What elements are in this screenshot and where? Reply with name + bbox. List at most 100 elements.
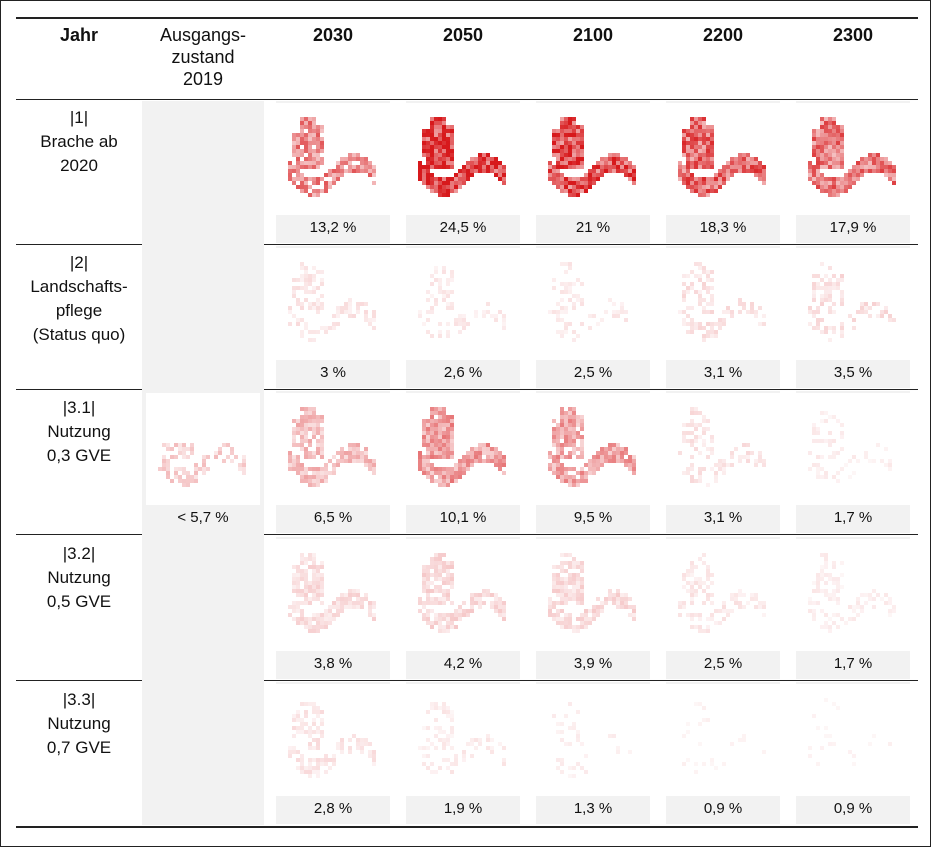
map-3-2-2100-image: [548, 553, 636, 633]
map-2-2050: [406, 248, 520, 360]
value-3-2-2100: 3,9 %: [573, 655, 613, 672]
map-1-2300: [796, 103, 910, 215]
top-rule: [16, 17, 918, 19]
map-3-3-2100-image: [552, 702, 632, 778]
row-label-2-line2: Landschafts-: [30, 277, 128, 296]
value-2-2030: 3 %: [320, 364, 346, 381]
header-year-2300: 2300: [832, 25, 874, 45]
map-3-2-2100: [536, 539, 650, 651]
value-2-2050: 2,6 %: [443, 364, 483, 381]
map-2-2100-image: [548, 262, 628, 342]
value-2-2300: 3,5 %: [833, 364, 873, 381]
row-label-2-code: |2|: [69, 253, 89, 272]
map-3-3-2100: [536, 684, 650, 796]
row-label-3-1-code: |3.1|: [62, 398, 96, 417]
map-3-3-2030-image: [288, 702, 376, 778]
map-3-3-2050-image: [418, 702, 506, 774]
map-3-1-2030-image: [288, 407, 376, 487]
value-1-2300: 17,9 %: [829, 219, 877, 236]
cell-1-2300: 17,9 %: [796, 101, 910, 243]
cell-3-3-2200: 0,9 %: [666, 682, 780, 824]
value-3-3-2030: 2,8 %: [313, 800, 353, 817]
header-rule: [16, 99, 918, 100]
map-1-2030: [276, 103, 390, 215]
map-3-3-2050: [406, 684, 520, 796]
value-3-1-2200: 3,1 %: [703, 509, 743, 526]
cell-3-2-2030: 3,8 %: [276, 537, 390, 679]
map-3-2-2030-image: [288, 553, 376, 633]
cell-3-2-2050: 4,2 %: [406, 537, 520, 679]
bottom-rule: [16, 826, 918, 828]
cell-1-2100: 21 %: [536, 101, 650, 243]
header-year-2050: 2050: [442, 25, 484, 45]
cell-2-2100: 2,5 %: [536, 246, 650, 388]
map-3-3-2200-image: [682, 702, 766, 774]
value-3-2-2300: 1,7 %: [833, 655, 873, 672]
value-2-2200: 3,1 %: [703, 364, 743, 381]
header-ausgangszustand-line3: 2019: [182, 69, 224, 89]
header-ausgangszustand: Ausgangs- zustand 2019: [142, 24, 264, 90]
header-jahr: Jahr: [59, 25, 99, 45]
row-label-3-2-code: |3.2|: [62, 544, 96, 563]
baseline-map: [146, 393, 260, 505]
value-2-2100: 2,5 %: [573, 364, 613, 381]
map-3-2-2030: [276, 539, 390, 651]
baseline-map-image: [158, 443, 246, 487]
row-label-3-3-code: |3.3|: [62, 690, 96, 709]
cell-3-1-2050: 10,1 %: [406, 391, 520, 533]
row-rule-2: [16, 389, 918, 390]
map-3-1-2050: [406, 393, 520, 505]
cell-3-3-2050: 1,9 %: [406, 682, 520, 824]
cell-2-2300: 3,5 %: [796, 246, 910, 388]
value-1-2050: 24,5 %: [439, 219, 487, 236]
row-label-3-2-line2: Nutzung: [47, 568, 111, 587]
row-label-2: |2| Landschafts- pflege (Status quo): [16, 251, 142, 347]
cell-3-2-2200: 2,5 %: [666, 537, 780, 679]
cell-1-2050: 24,5 %: [406, 101, 520, 243]
cell-3-1-2300: 1,7 %: [796, 391, 910, 533]
value-3-1-2300: 1,7 %: [833, 509, 873, 526]
map-3-1-2300-image: [808, 411, 892, 483]
row-rule-3: [16, 534, 918, 535]
map-3-1-2300: [796, 393, 910, 505]
cell-3-2-2300: 1,7 %: [796, 537, 910, 679]
cell-1-2200: 18,3 %: [666, 101, 780, 243]
value-3-3-2200: 0,9 %: [703, 800, 743, 817]
map-2-2200-image: [678, 262, 766, 342]
map-3-3-2030: [276, 684, 390, 796]
map-2-2300: [796, 248, 910, 360]
row-label-3-3-line3: 0,7 GVE: [46, 738, 112, 757]
header-ausgangszustand-line2: zustand: [171, 47, 235, 67]
row-label-1: |1| Brache ab 2020: [16, 106, 142, 178]
cell-3-1-2030: 6,5 %: [276, 391, 390, 533]
map-3-2-2300-image: [808, 553, 896, 633]
map-1-2030-image: [288, 117, 376, 197]
value-3-1-2100: 9,5 %: [573, 509, 613, 526]
row-label-3-2: |3.2| Nutzung 0,5 GVE: [16, 542, 142, 614]
map-3-2-2200: [666, 539, 780, 651]
map-3-1-2050-image: [418, 407, 506, 487]
map-1-2200-image: [678, 117, 766, 197]
map-1-2100-image: [548, 117, 636, 197]
map-2-2200: [666, 248, 780, 360]
map-1-2050: [406, 103, 520, 215]
row-label-3-1-line2: Nutzung: [47, 422, 111, 441]
row-label-1-line3: 2020: [60, 156, 98, 175]
row-label-1-code: |1|: [69, 108, 89, 127]
header-year-2100: 2100: [572, 25, 614, 45]
row-label-3-3: |3.3| Nutzung 0,7 GVE: [16, 688, 142, 760]
value-1-2100: 21 %: [575, 219, 611, 236]
map-1-2300-image: [808, 117, 896, 197]
cell-1-2030: 13,2 %: [276, 101, 390, 243]
header-ausgangszustand-line1: Ausgangs-: [159, 25, 247, 45]
cell-3-1-2100: 9,5 %: [536, 391, 650, 533]
map-2-2100: [536, 248, 650, 360]
map-3-1-2100-image: [548, 407, 636, 487]
row-rule-1: [16, 244, 918, 245]
map-3-3-2300: [796, 684, 910, 796]
map-3-3-2200: [666, 684, 780, 796]
value-3-3-2300: 0,9 %: [833, 800, 873, 817]
cell-3-3-2300: 0,9 %: [796, 682, 910, 824]
map-2-2030-image: [288, 262, 376, 342]
map-3-2-2300: [796, 539, 910, 651]
